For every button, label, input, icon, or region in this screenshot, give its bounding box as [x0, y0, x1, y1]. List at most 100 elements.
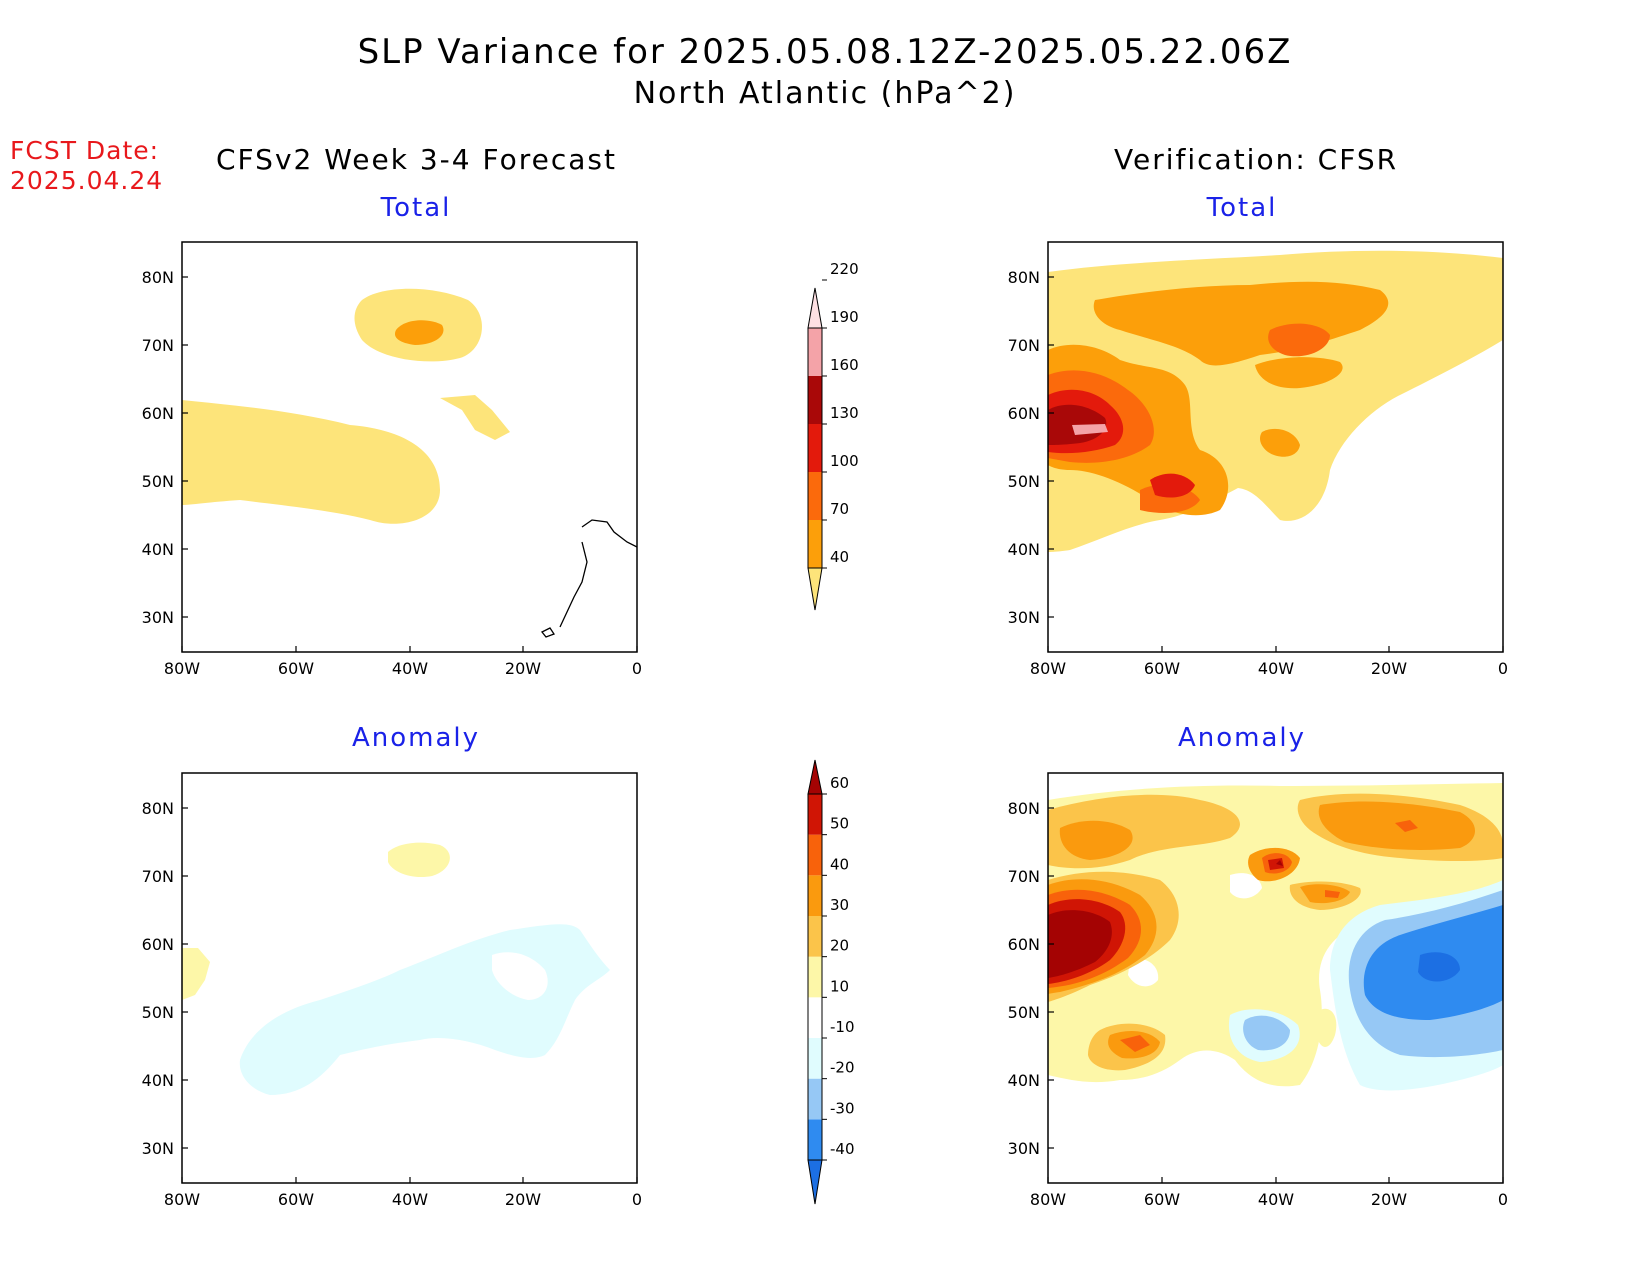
lon-label: 20W: [1371, 1190, 1407, 1209]
lon-label: 0: [632, 1190, 642, 1209]
map-panel-verification-total: [1047, 241, 1504, 653]
lon-label: 80W: [164, 659, 200, 678]
lat-label: 70N: [142, 867, 174, 886]
lat-label: 40N: [142, 540, 174, 559]
map-panel-forecast-anomaly: [181, 772, 638, 1184]
colorbar-segment: [808, 472, 822, 520]
colorbar-segment: [808, 794, 822, 835]
colorbar-end-high: [807, 759, 823, 795]
colorbar-end-high: [807, 287, 823, 329]
lon-label: 20W: [505, 659, 541, 678]
lon-label: 60W: [1144, 659, 1180, 678]
colorbar-segment: [808, 376, 822, 424]
colorbar-label: 40: [830, 548, 849, 566]
lon-label: 80W: [1030, 1190, 1066, 1209]
lat-label: 60N: [1008, 935, 1040, 954]
lon-label: 60W: [278, 1190, 314, 1209]
lon-label: 40W: [392, 659, 428, 678]
lon-label: 40W: [392, 1190, 428, 1209]
colorbar-end-low: [807, 567, 823, 611]
lat-label: 70N: [142, 336, 174, 355]
colorbar-segment: [808, 328, 822, 376]
colorbar-segment: [808, 916, 822, 957]
contour-fill-forecast-anomaly: [182, 842, 610, 1095]
lat-label: 60N: [1008, 404, 1040, 423]
colorbar-segment: [808, 520, 822, 568]
contour-fill-verification-total: [1048, 250, 1503, 552]
lat-label: 80N: [1008, 799, 1040, 818]
lat-label: 30N: [142, 608, 174, 627]
lon-label: 80W: [164, 1190, 200, 1209]
main-title: SLP Variance for 2025.05.08.12Z-2025.05.…: [357, 32, 1293, 72]
colorbar-label: 20: [830, 937, 849, 955]
colorbar-label: -40: [830, 1140, 855, 1158]
colorbar-segment: [808, 1038, 822, 1079]
colorbar-anomaly: -40 -30 -20 -10 10 20 30 40 50 60: [807, 759, 855, 1205]
colorbar-outline: [807, 793, 823, 1161]
lat-label: 80N: [1008, 268, 1040, 287]
map-axis-labels: 80N 70N 60N 50N 40N 30N 80W 60W 40W 20W 0 80N 70N 60N…: [142, 268, 1508, 1209]
lat-label: 80N: [142, 268, 174, 287]
colorbar-label: 130: [830, 404, 859, 422]
lat-label: 50N: [1008, 472, 1040, 491]
colorbar-label: 40: [830, 855, 849, 873]
lon-label: 0: [632, 659, 642, 678]
lon-label: 40W: [1258, 1190, 1294, 1209]
colorbar-label: 30: [830, 896, 849, 914]
lon-label: 40W: [1258, 659, 1294, 678]
lon-label: 0: [1498, 1190, 1508, 1209]
lat-label: 50N: [142, 1003, 174, 1022]
lon-label: 60W: [278, 659, 314, 678]
lat-label: 30N: [142, 1139, 174, 1158]
contour-fill-forecast-total: [182, 288, 510, 524]
colorbar-label: -30: [830, 1099, 855, 1117]
lon-label: 80W: [1030, 659, 1066, 678]
subtitle: North Atlantic (hPa^2): [633, 76, 1017, 111]
colorbar-label: 10: [830, 977, 849, 995]
lat-label: 40N: [1008, 1071, 1040, 1090]
lon-label: 20W: [1371, 659, 1407, 678]
colorbar-segment: [808, 997, 822, 1038]
colorbar-label: 190: [830, 308, 859, 326]
colorbar-segment: [808, 956, 822, 998]
lat-label: 50N: [142, 472, 174, 491]
lat-label: 60N: [142, 404, 174, 423]
lat-label: 60N: [142, 935, 174, 954]
lat-label: 80N: [142, 799, 174, 818]
colorbar-segment: [808, 875, 822, 916]
lat-label: 40N: [1008, 540, 1040, 559]
panel-title-verification-anomaly: Anomaly: [1177, 723, 1307, 753]
panel-title-verification-total: Total: [1206, 193, 1278, 223]
colorbar-outline: [807, 327, 823, 569]
colorbar-segment: [808, 1078, 822, 1120]
lat-label: 70N: [1008, 867, 1040, 886]
colorbar-label: 70: [830, 500, 849, 518]
panel-title-forecast-anomaly: Anomaly: [351, 723, 481, 753]
colorbar-segment: [808, 834, 822, 876]
lat-label: 30N: [1008, 1139, 1040, 1158]
fcst-date-label: FCST Date:: [10, 136, 160, 165]
colorbar-label: -20: [830, 1059, 855, 1077]
lon-label: 0: [1498, 659, 1508, 678]
colorbar-label: 100: [830, 452, 859, 470]
map-panel-verification-anomaly: [1047, 772, 1504, 1184]
verification-column-header: Verification: CFSR: [1114, 143, 1399, 176]
colorbar-label: -10: [830, 1018, 855, 1036]
lat-label: 70N: [1008, 336, 1040, 355]
lat-label: 30N: [1008, 608, 1040, 627]
lon-label: 20W: [505, 1190, 541, 1209]
lat-label: 40N: [142, 1071, 174, 1090]
map-panel-forecast-total: [181, 241, 638, 653]
colorbar-total: 40 70 100 130 160 190 220: [807, 260, 859, 611]
lon-label: 60W: [1144, 1190, 1180, 1209]
colorbar-label: 220: [830, 260, 859, 278]
fcst-date-value: 2025.04.24: [10, 166, 164, 195]
colorbar-segment: [808, 1119, 822, 1160]
lat-label: 50N: [1008, 1003, 1040, 1022]
colorbar-end-low: [807, 1159, 823, 1205]
forecast-column-header: CFSv2 Week 3-4 Forecast: [216, 143, 617, 176]
fcst-date: FCST Date: 2025.04.24: [10, 136, 163, 196]
panel-title-forecast-total: Total: [380, 193, 452, 223]
colorbar-label: 60: [830, 774, 849, 792]
